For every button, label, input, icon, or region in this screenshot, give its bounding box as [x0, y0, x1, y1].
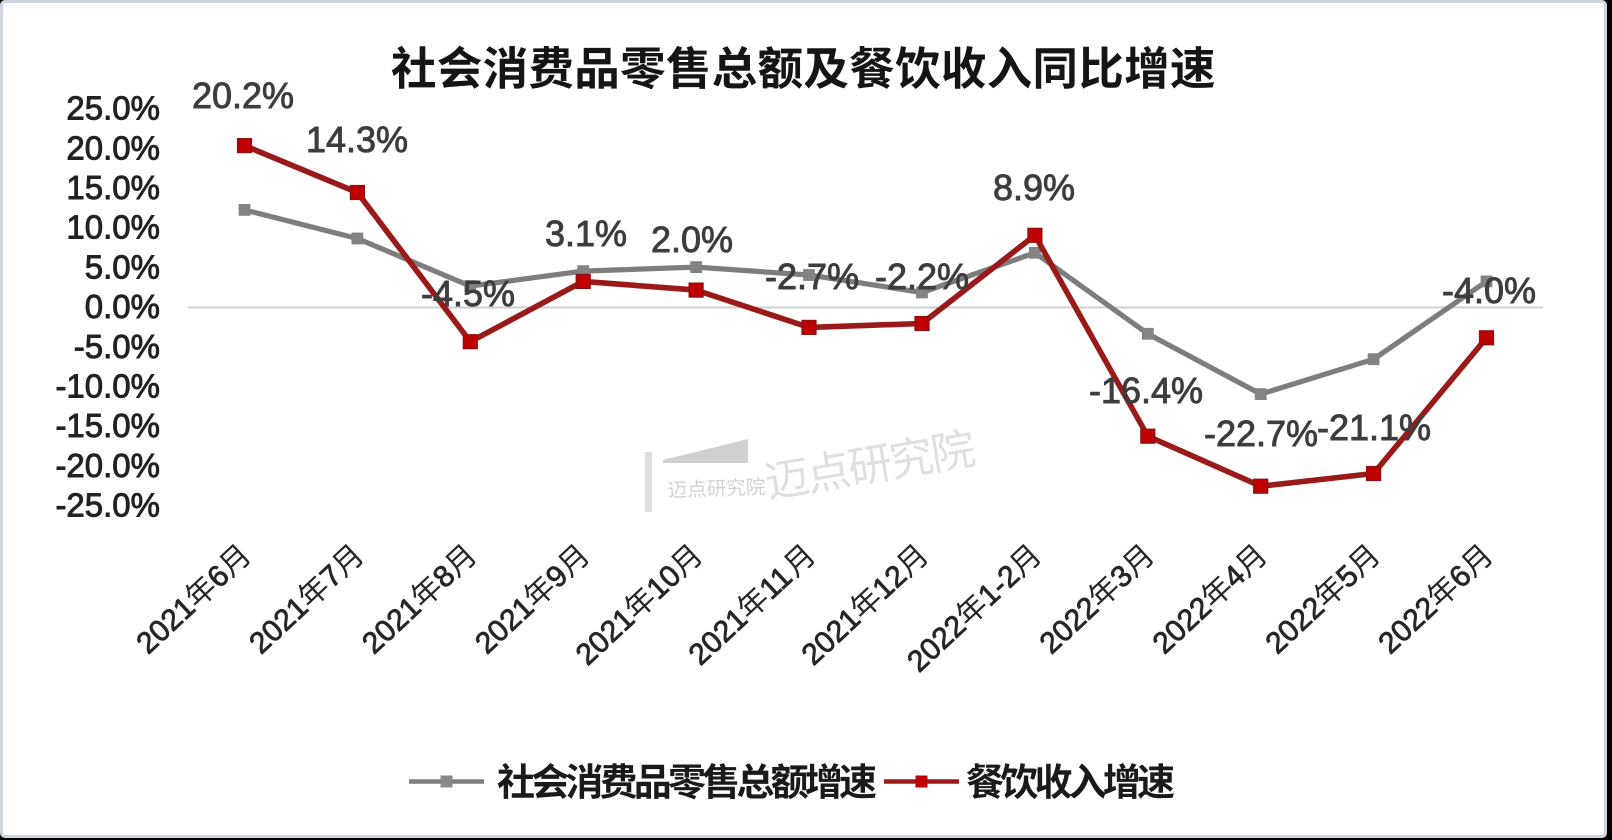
- svg-text:-4.0%: -4.0%: [1442, 270, 1536, 311]
- svg-text:-21.1%: -21.1%: [1317, 407, 1431, 448]
- svg-text:2021: 2021: [469, 591, 540, 661]
- svg-text:0.0%: 0.0%: [85, 288, 160, 325]
- svg-text:2021: 2021: [356, 591, 427, 661]
- svg-text:2021: 2021: [243, 591, 314, 661]
- svg-text:1-2: 1-2: [972, 559, 1026, 613]
- svg-text:2021: 2021: [796, 602, 867, 672]
- svg-text:2.0%: 2.0%: [651, 219, 733, 260]
- svg-text:-25.0%: -25.0%: [55, 487, 160, 524]
- svg-text:-2.2%: -2.2%: [875, 256, 969, 297]
- svg-text:4: 4: [1217, 559, 1252, 595]
- svg-text:20.0%: 20.0%: [66, 129, 160, 166]
- svg-text:20.2%: 20.2%: [192, 75, 294, 116]
- svg-text:3: 3: [1104, 559, 1139, 595]
- svg-text:-16.4%: -16.4%: [1089, 370, 1203, 411]
- svg-text:7: 7: [314, 559, 349, 595]
- svg-text:14.3%: 14.3%: [306, 119, 408, 160]
- svg-text:2022: 2022: [901, 609, 972, 679]
- svg-text:9: 9: [540, 559, 575, 595]
- svg-text:8.9%: 8.9%: [993, 167, 1075, 208]
- svg-text:6: 6: [1443, 559, 1478, 595]
- svg-text:2021: 2021: [683, 602, 754, 672]
- svg-text:6: 6: [201, 559, 236, 595]
- svg-text:11: 11: [753, 560, 798, 605]
- svg-text:2021: 2021: [130, 591, 201, 661]
- svg-text:2022: 2022: [1147, 591, 1218, 661]
- svg-text:8: 8: [427, 559, 462, 595]
- svg-text:2021: 2021: [570, 602, 641, 672]
- svg-text:-15.0%: -15.0%: [55, 407, 160, 444]
- svg-text:5.0%: 5.0%: [85, 248, 160, 285]
- svg-text:-20.0%: -20.0%: [55, 447, 160, 484]
- svg-text:2022: 2022: [1259, 591, 1330, 661]
- svg-text:5: 5: [1330, 559, 1365, 595]
- svg-text:3.1%: 3.1%: [545, 213, 627, 254]
- svg-text:25.0%: 25.0%: [66, 90, 160, 127]
- svg-text:-4.5%: -4.5%: [421, 273, 515, 314]
- svg-text:2022: 2022: [1034, 591, 1105, 661]
- svg-text:2022: 2022: [1372, 591, 1443, 661]
- svg-text:-5.0%: -5.0%: [74, 328, 160, 365]
- svg-text:-22.7%: -22.7%: [1204, 413, 1318, 454]
- svg-text:-2.7%: -2.7%: [765, 256, 859, 297]
- svg-text:15.0%: 15.0%: [66, 169, 160, 206]
- svg-text:10.0%: 10.0%: [66, 209, 160, 246]
- svg-text:-10.0%: -10.0%: [55, 368, 160, 405]
